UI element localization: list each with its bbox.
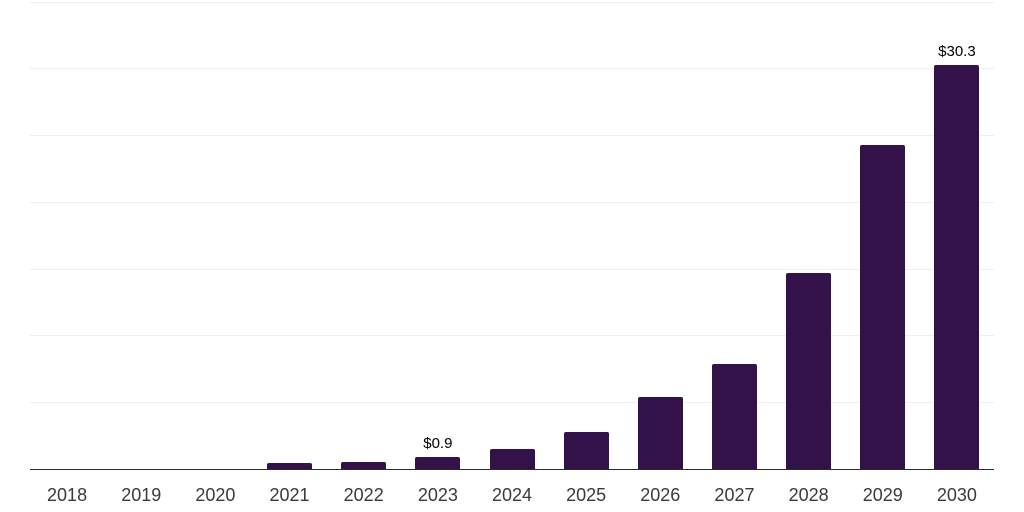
bar-2024 — [489, 449, 535, 470]
x-label-2018: 2018 — [47, 485, 88, 505]
bar-2022 — [341, 461, 387, 470]
bar-2026 — [637, 397, 683, 470]
gridline-10 — [30, 335, 994, 337]
x-label-2020: 2020 — [195, 485, 236, 505]
bar-2028 — [786, 273, 832, 470]
gridline-25 — [30, 135, 994, 137]
gridline-5 — [30, 402, 994, 404]
x-label-2025: 2025 — [566, 485, 607, 505]
x-label-2021: 2021 — [269, 485, 310, 505]
x-label-2027: 2027 — [714, 485, 755, 505]
x-label-2026: 2026 — [640, 485, 681, 505]
x-label-2029: 2029 — [862, 485, 903, 505]
x-axis-line — [30, 468, 994, 471]
bar-2021 — [267, 462, 313, 470]
x-label-2022: 2022 — [343, 485, 384, 505]
bar-2029 — [860, 144, 906, 470]
x-axis-labels: 2018 2019 2020 2021 2022 2023 2024 2025 2026 2027… — [30, 482, 994, 508]
plot-area: $0.9 $30.3 — [30, 1, 994, 471]
x-label-2019: 2019 — [121, 485, 162, 505]
gridline-35 — [30, 1, 994, 3]
x-label-2023: 2023 — [417, 485, 458, 505]
value-label-2023: $0.9 — [423, 435, 453, 453]
bar-2030 — [934, 64, 980, 470]
x-label-2030: 2030 — [936, 485, 977, 505]
bar-2023 — [415, 457, 461, 470]
x-label-2028: 2028 — [788, 485, 829, 505]
x-label-2024: 2024 — [491, 485, 533, 505]
gridline-30 — [30, 68, 994, 70]
gridline-15 — [30, 268, 994, 270]
value-label-2030: $30.3 — [938, 42, 976, 60]
bar-2025 — [563, 432, 609, 470]
bar-2027 — [711, 363, 757, 470]
gridline-20 — [30, 201, 994, 203]
